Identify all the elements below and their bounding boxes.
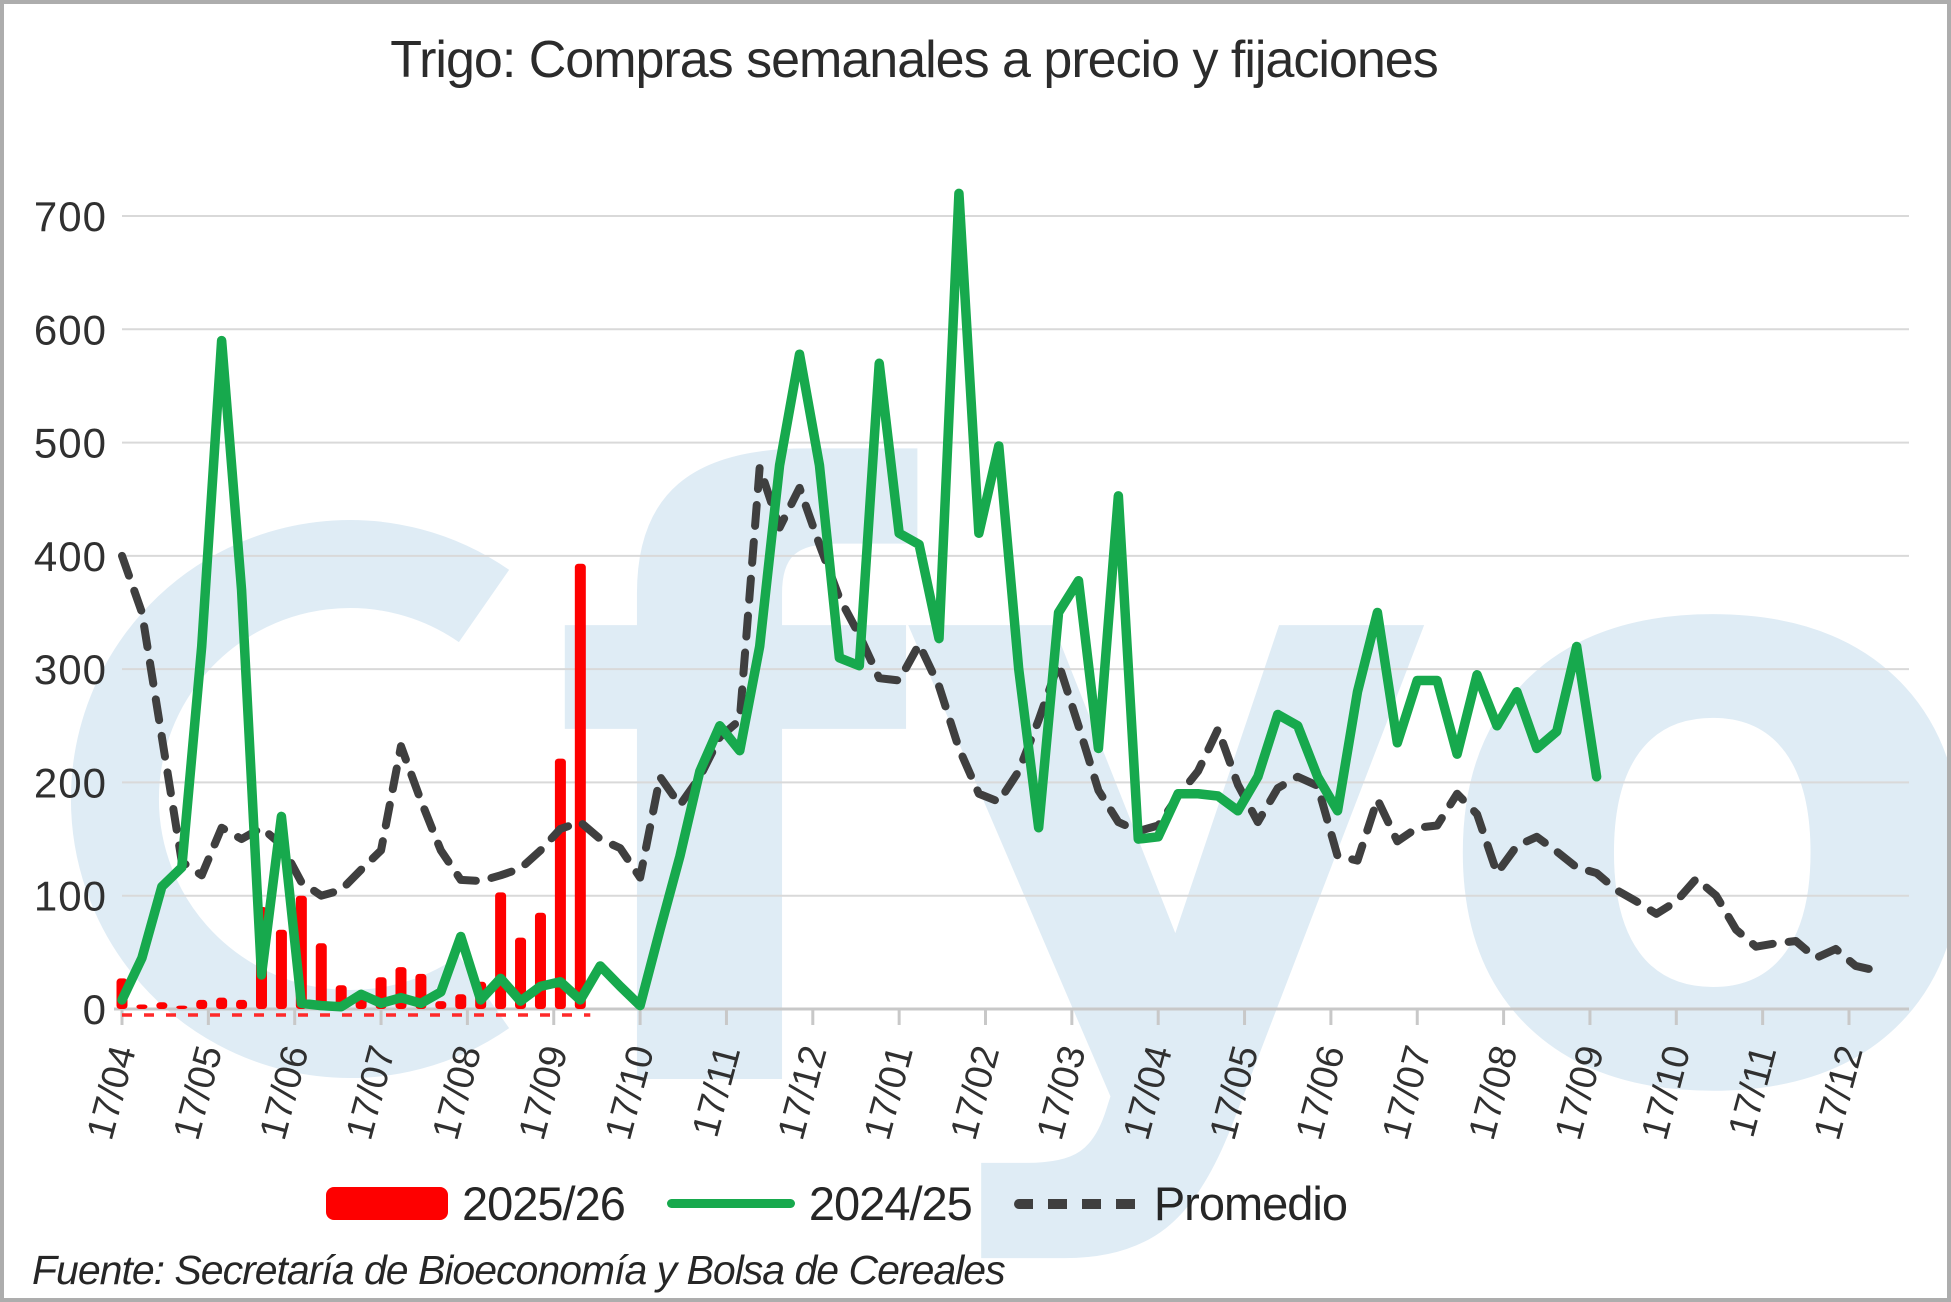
bar-2025-26 bbox=[435, 1001, 447, 1009]
dashed-line-swatch-icon bbox=[1013, 1198, 1140, 1209]
bar-2025-26 bbox=[216, 997, 228, 1009]
bar-2025-26 bbox=[554, 758, 566, 1009]
bar-2025-26 bbox=[156, 1002, 168, 1009]
legend-item-2024-25: 2024/25 bbox=[666, 1176, 973, 1231]
y-tick-label: 500 bbox=[34, 420, 107, 467]
source-note: Fuente: Secretaría de Bioeconomía y Bols… bbox=[32, 1247, 1006, 1293]
legend-label-promedio: Promedio bbox=[1153, 1177, 1348, 1230]
y-tick-label: 700 bbox=[34, 193, 107, 240]
red-bar-swatch-icon bbox=[326, 1187, 448, 1220]
bar-2025-26 bbox=[136, 1004, 148, 1009]
bar-2025-26 bbox=[495, 892, 507, 1009]
bar-2025-26 bbox=[275, 929, 287, 1009]
y-tick-label: 0 bbox=[83, 986, 107, 1033]
bar-2025-26 bbox=[236, 999, 248, 1009]
y-tick-label: 400 bbox=[34, 533, 107, 580]
bar-2025-26 bbox=[574, 563, 586, 1009]
watermark-arc-icon bbox=[71, 520, 510, 1078]
x-tick-label: 17/04 bbox=[80, 1041, 145, 1144]
y-tick-label: 100 bbox=[34, 873, 107, 920]
chart-title: Trigo: Compras semanales a precio y fija… bbox=[390, 31, 1438, 89]
bar-2025-26 bbox=[196, 999, 208, 1009]
legend: 2025/26 2024/25 Promedio bbox=[326, 1176, 1348, 1231]
y-tick-label: 300 bbox=[34, 646, 107, 693]
y-tick-label: 200 bbox=[34, 759, 107, 806]
green-line-swatch-icon bbox=[666, 1199, 795, 1208]
y-tick-label: 600 bbox=[34, 306, 107, 353]
legend-label-2025-26: 2025/26 bbox=[462, 1177, 626, 1230]
line-promedio bbox=[118, 463, 1880, 975]
bar-2025-26 bbox=[315, 943, 327, 1009]
legend-item-2025-26: 2025/26 bbox=[326, 1176, 626, 1231]
legend-item-promedio: Promedio bbox=[1013, 1176, 1348, 1231]
legend-label-2024-25: 2024/25 bbox=[808, 1177, 973, 1230]
bar-2025-26 bbox=[455, 994, 467, 1009]
bar-2025-26 bbox=[176, 1005, 188, 1009]
x-tick-label: 17/05 bbox=[166, 1041, 231, 1144]
line-2024-25 bbox=[117, 188, 1602, 1012]
